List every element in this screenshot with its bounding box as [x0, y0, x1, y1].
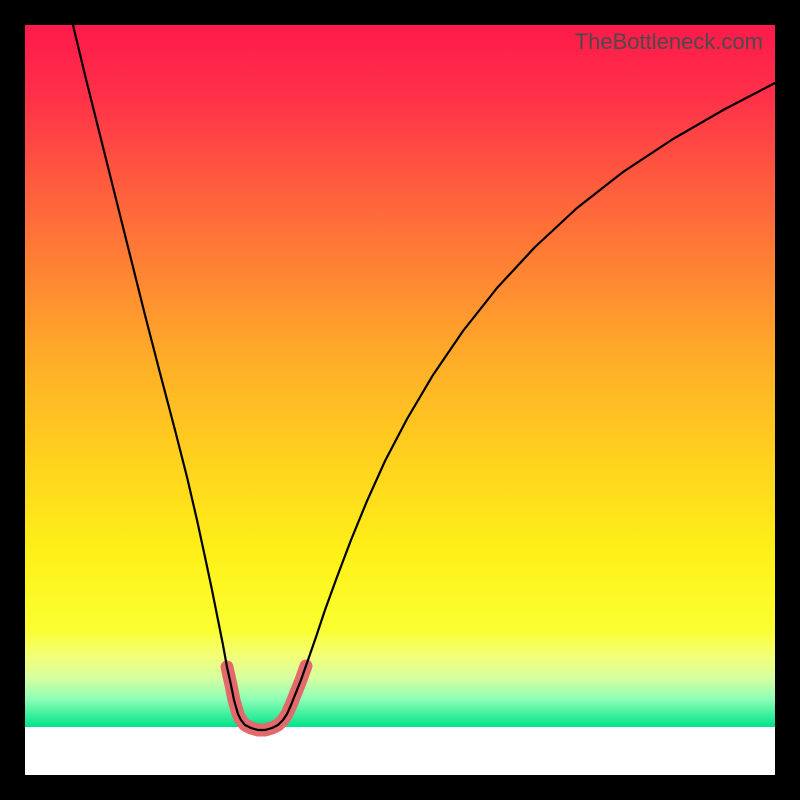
plot-area [25, 25, 775, 775]
chart-frame: TheBottleneck.com [0, 0, 800, 800]
bottleneck-curve-path [73, 25, 775, 730]
watermark-text: TheBottleneck.com [575, 29, 763, 55]
curve-overlay [25, 25, 775, 775]
